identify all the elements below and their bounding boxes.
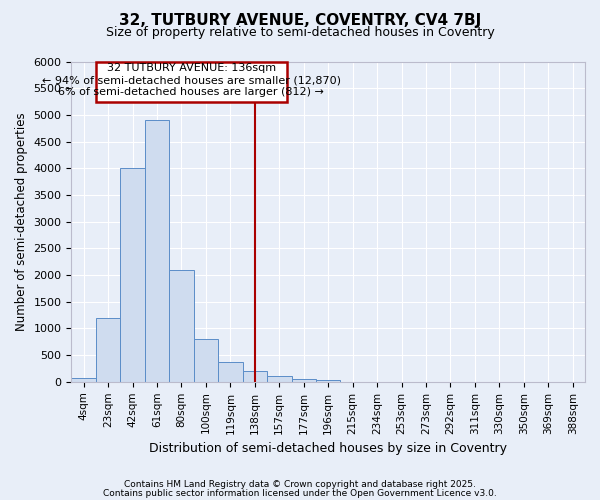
- Text: 32, TUTBURY AVENUE, COVENTRY, CV4 7BJ: 32, TUTBURY AVENUE, COVENTRY, CV4 7BJ: [119, 12, 481, 28]
- FancyBboxPatch shape: [96, 62, 287, 102]
- Text: Size of property relative to semi-detached houses in Coventry: Size of property relative to semi-detach…: [106, 26, 494, 39]
- Text: 6% of semi-detached houses are larger (812) →: 6% of semi-detached houses are larger (8…: [58, 88, 324, 98]
- Text: Contains HM Land Registry data © Crown copyright and database right 2025.: Contains HM Land Registry data © Crown c…: [124, 480, 476, 489]
- Bar: [121, 168, 145, 382]
- Bar: [316, 380, 340, 382]
- Bar: [96, 318, 121, 382]
- Bar: [169, 270, 194, 382]
- Bar: [71, 378, 96, 382]
- Text: ← 94% of semi-detached houses are smaller (12,870): ← 94% of semi-detached houses are smalle…: [42, 75, 341, 85]
- Bar: [242, 370, 267, 382]
- Bar: [292, 379, 316, 382]
- Bar: [218, 362, 242, 382]
- Bar: [194, 339, 218, 382]
- Text: 32 TUTBURY AVENUE: 136sqm: 32 TUTBURY AVENUE: 136sqm: [107, 64, 276, 74]
- X-axis label: Distribution of semi-detached houses by size in Coventry: Distribution of semi-detached houses by …: [149, 442, 507, 455]
- Bar: [145, 120, 169, 382]
- Y-axis label: Number of semi-detached properties: Number of semi-detached properties: [15, 112, 28, 331]
- Bar: [267, 376, 292, 382]
- Text: Contains public sector information licensed under the Open Government Licence v3: Contains public sector information licen…: [103, 488, 497, 498]
